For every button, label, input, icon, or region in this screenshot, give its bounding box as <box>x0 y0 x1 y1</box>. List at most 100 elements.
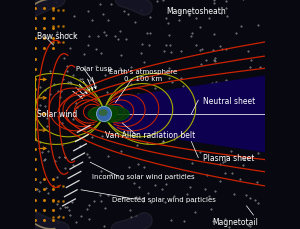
Point <box>44 186 49 190</box>
Point <box>224 79 228 82</box>
Text: Earth's atmosphere
0 - 100 km: Earth's atmosphere 0 - 100 km <box>109 69 177 82</box>
Point <box>204 96 209 100</box>
Point <box>166 34 171 38</box>
Point <box>213 81 218 84</box>
Point <box>59 143 64 147</box>
Point <box>66 208 71 211</box>
Point <box>135 92 140 96</box>
Point <box>247 225 252 228</box>
Point <box>198 49 203 53</box>
Point <box>97 193 102 197</box>
Point <box>220 160 225 164</box>
Point <box>245 157 250 160</box>
Point <box>114 117 119 121</box>
Point <box>102 224 107 228</box>
Point <box>34 188 39 191</box>
Point <box>170 128 175 132</box>
Point <box>58 206 62 210</box>
Point <box>100 135 104 138</box>
Point <box>43 157 48 161</box>
Point <box>109 172 113 176</box>
Point <box>62 205 67 209</box>
Point <box>246 224 251 227</box>
Point <box>169 218 173 221</box>
Point <box>193 109 198 113</box>
Point <box>239 25 244 28</box>
Point <box>95 35 100 39</box>
Point <box>48 93 53 96</box>
Point <box>208 139 212 143</box>
Point <box>94 65 99 68</box>
Point <box>141 197 146 200</box>
Point <box>66 112 70 115</box>
Point <box>118 119 123 122</box>
Point <box>85 152 90 156</box>
Point <box>218 45 223 49</box>
Point <box>248 66 253 70</box>
Point <box>212 33 216 36</box>
Text: Deflected solar wind particles: Deflected solar wind particles <box>112 196 216 202</box>
Point <box>74 101 79 105</box>
Point <box>204 174 209 177</box>
Point <box>234 84 239 87</box>
Point <box>71 74 76 77</box>
Point <box>37 189 42 193</box>
Point <box>56 90 60 94</box>
Point <box>229 144 234 147</box>
Point <box>168 44 172 47</box>
Point <box>152 87 157 91</box>
Point <box>45 150 50 153</box>
Text: Plasma sheet: Plasma sheet <box>203 153 254 162</box>
Point <box>208 207 213 211</box>
Point <box>118 150 123 153</box>
Point <box>122 11 127 14</box>
Point <box>70 163 75 167</box>
Point <box>160 0 165 3</box>
Point <box>143 112 148 115</box>
Ellipse shape <box>96 107 112 122</box>
Point <box>104 110 109 113</box>
Point <box>57 156 62 160</box>
Point <box>54 175 59 179</box>
Point <box>148 93 153 96</box>
Point <box>204 59 209 63</box>
Point <box>36 108 41 112</box>
Point <box>68 214 73 217</box>
Point <box>182 219 187 222</box>
Point <box>252 90 257 93</box>
Point <box>253 199 258 202</box>
Point <box>45 124 50 128</box>
Point <box>120 70 125 74</box>
Point <box>194 17 198 21</box>
Point <box>61 57 66 61</box>
Point <box>38 181 43 185</box>
Point <box>255 138 260 142</box>
Point <box>63 155 68 159</box>
Point <box>207 17 212 21</box>
Point <box>178 123 182 127</box>
Point <box>127 165 131 169</box>
Point <box>128 215 133 219</box>
Point <box>128 83 133 86</box>
Point <box>60 122 64 126</box>
Point <box>170 80 175 84</box>
Point <box>61 78 66 81</box>
Point <box>190 161 194 165</box>
Point <box>73 220 78 224</box>
Point <box>258 66 262 70</box>
Point <box>177 19 182 22</box>
Point <box>90 19 94 23</box>
Point <box>243 194 248 197</box>
Point <box>254 126 259 129</box>
Point <box>224 155 229 158</box>
Point <box>155 0 160 4</box>
Point <box>100 13 105 16</box>
Point <box>74 105 79 109</box>
Point <box>43 105 47 109</box>
Point <box>53 159 58 163</box>
Point <box>45 117 50 120</box>
Point <box>213 57 218 60</box>
Point <box>224 8 229 11</box>
Point <box>136 162 141 166</box>
Point <box>62 166 67 170</box>
